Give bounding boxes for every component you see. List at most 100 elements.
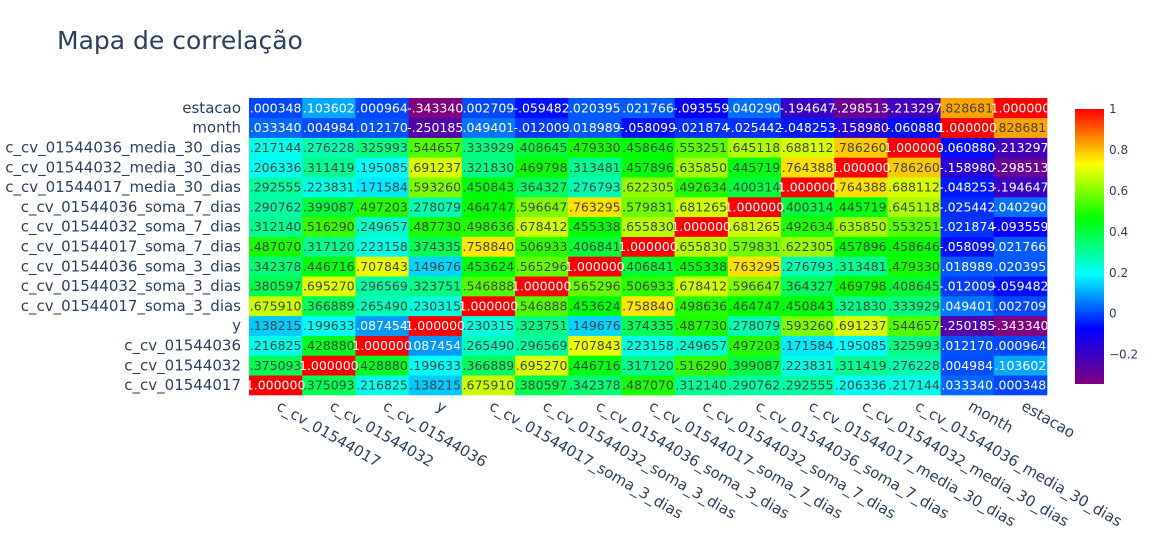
y-tick-label: c_cv_01544017_media_30_dias: [5, 178, 241, 197]
heatmap-cell: [515, 98, 569, 119]
heatmap-cell-label: -.021874: [673, 120, 729, 135]
heatmap-cell: [621, 375, 675, 396]
heatmap-cell-label: .265490: [463, 338, 515, 353]
heatmap-cell-label: -.250185: [407, 120, 463, 135]
heatmap-cell: [674, 276, 729, 297]
heatmap-cell-label: .506933: [516, 239, 568, 254]
heatmap-cell-label: .446716: [569, 358, 621, 373]
heatmap-cell-label: .828681: [995, 120, 1047, 135]
heatmap-cell: [887, 236, 941, 257]
colorbar-tick-label: 0.8: [1109, 143, 1128, 157]
heatmap-cell: [302, 117, 356, 138]
heatmap-cell-label: 1.000000: [352, 338, 412, 353]
heatmap-cell: [568, 256, 622, 277]
heatmap-cell: [515, 216, 569, 237]
heatmap-cell: [621, 98, 675, 119]
heatmap-cell: [515, 355, 569, 376]
heatmap-cell-label: .249657: [356, 219, 408, 234]
heatmap-cell: [302, 296, 356, 317]
heatmap-cell-label: .487730: [675, 318, 727, 333]
heatmap-cell-label: 1.000000: [884, 140, 944, 155]
heatmap-cell-label: 1.000000: [512, 279, 572, 294]
heatmap-cell-label: .012170: [356, 120, 408, 135]
heatmap-cell-label: .455338: [675, 259, 727, 274]
heatmap-cell-label: .000348: [250, 100, 302, 115]
heatmap-cell: [940, 216, 995, 237]
heatmap-cell-label: 1.000000: [725, 199, 785, 214]
heatmap-cell: [408, 335, 463, 356]
heatmap-cell: [249, 197, 303, 218]
heatmap-cell: [302, 236, 356, 257]
heatmap-cell: [727, 355, 782, 376]
heatmap-cell: [461, 315, 516, 336]
heatmap-cell-label: .278079: [409, 199, 461, 214]
heatmap-cell-label: -.298513: [833, 100, 889, 115]
heatmap-cell: [515, 236, 569, 257]
heatmap-cell: [461, 177, 516, 198]
heatmap-cell-label: .206336: [835, 378, 887, 393]
heatmap-cell-label: .364327: [516, 180, 568, 195]
heatmap-cell-label: .428880: [303, 338, 355, 353]
heatmap-cell: [993, 355, 1048, 376]
heatmap-cells: [249, 98, 1048, 396]
heatmap-cell-label: .374335: [622, 318, 674, 333]
heatmap-cell: [302, 335, 356, 356]
heatmap-cell-label: .428880: [356, 358, 408, 373]
heatmap-cell: [408, 98, 463, 119]
heatmap-cell-label: .497203: [356, 199, 408, 214]
heatmap-cell-label: .199633: [303, 318, 355, 333]
heatmap-cell: [674, 375, 729, 396]
heatmap-cell-label: .406841: [569, 239, 621, 254]
heatmap-cell-label: .149676: [569, 318, 621, 333]
heatmap-cell-label: .290762: [729, 378, 781, 393]
heatmap-cell-label: .342378: [569, 378, 621, 393]
heatmap-cell-label: .763295: [569, 199, 621, 214]
heatmap-cell: [408, 157, 463, 178]
colorbar-tick-label: 0.6: [1109, 184, 1128, 198]
heatmap-cell: [940, 157, 995, 178]
heatmap-cell: [674, 157, 729, 178]
heatmap-cell: [408, 137, 463, 158]
heatmap-cell-label: .333929: [888, 298, 940, 313]
heatmap-cell-label: .171584: [782, 338, 834, 353]
heatmap-cell: [355, 98, 409, 119]
heatmap-cell-label: .469798: [516, 160, 568, 175]
heatmap-cell: [887, 137, 941, 158]
heatmap-cell: [621, 315, 675, 336]
heatmap-cell: [355, 117, 409, 138]
heatmap-cell: [993, 177, 1048, 198]
heatmap-cell: [834, 276, 888, 297]
heatmap-cell-label: .596647: [729, 279, 781, 294]
heatmap-cell: [674, 216, 729, 237]
heatmap-cell-label: .498636: [675, 298, 727, 313]
heatmap-cell-label: .553251: [888, 219, 940, 234]
heatmap-cell: [408, 197, 463, 218]
heatmap-cell: [408, 216, 463, 237]
heatmap-cell: [461, 256, 516, 277]
y-tick-label: c_cv_01544017_soma_7_dias: [21, 238, 241, 257]
heatmap-cell: [355, 157, 409, 178]
chart-title: Mapa de correlação: [57, 26, 303, 55]
heatmap-cell-label: .342378: [250, 259, 302, 274]
heatmap-cell-label: -.059482: [992, 279, 1048, 294]
heatmap-cell-label: -.048253: [779, 120, 835, 135]
heatmap-cell-label: .678412: [516, 219, 568, 234]
heatmap-cell: [834, 197, 888, 218]
heatmap-cell: [727, 98, 782, 119]
heatmap-cell: [355, 236, 409, 257]
heatmap-cell: [674, 315, 729, 336]
heatmap-cell: [249, 216, 303, 237]
heatmap-cell-label: 1.000000: [671, 219, 731, 234]
heatmap-cell: [993, 335, 1048, 356]
heatmap-cell: [249, 355, 303, 376]
heatmap-cell-label: .487730: [409, 219, 461, 234]
heatmap-cell: [408, 375, 463, 396]
heatmap-cell-label: .688112: [782, 140, 834, 155]
heatmap-cell: [249, 296, 303, 317]
heatmap-cell-label: .020395: [569, 100, 621, 115]
heatmap-cell-label: .311419: [835, 358, 887, 373]
heatmap-cell-label: .464747: [463, 199, 515, 214]
heatmap-cell: [993, 315, 1048, 336]
heatmap-cell-label: .317120: [303, 239, 355, 254]
